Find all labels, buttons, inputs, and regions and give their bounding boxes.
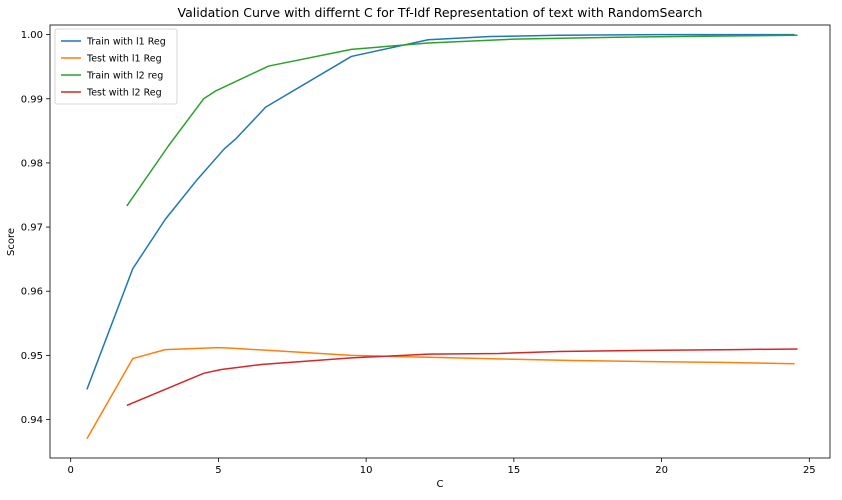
legend-label-1: Train with l1 Reg xyxy=(86,37,166,48)
legend-label-2: Test with l1 Reg xyxy=(86,54,162,65)
y-axis-label: Score xyxy=(6,228,17,256)
x-tick-label: 20 xyxy=(655,465,668,476)
chart-title: Validation Curve with differnt C for Tf-… xyxy=(178,5,703,20)
legend: Train with l1 Reg Test with l1 Reg Train w… xyxy=(54,28,178,105)
y-tick-label: 0.94 xyxy=(21,415,43,426)
series-line-4 xyxy=(126,348,798,407)
legend-box xyxy=(54,28,178,105)
x-tick-label: 25 xyxy=(803,465,816,476)
x-tick-label: 5 xyxy=(215,465,221,476)
y-tick-label: 0.98 xyxy=(21,158,43,169)
y-tick-label: 0.96 xyxy=(21,287,43,298)
y-tick-label: 0.95 xyxy=(21,351,43,362)
x-tick-label: 0 xyxy=(67,465,73,476)
legend-label-3: Train with l2 reg xyxy=(86,71,163,82)
plot-area: 0 5 10 15 20 25 0.94 0.95 0.96 0.97 0.98 0.99 1.00 xyxy=(21,24,831,476)
y-tick-label: 0.99 xyxy=(21,94,43,105)
x-axis-label: C xyxy=(437,479,444,490)
series-line-1 xyxy=(86,33,795,390)
series-line-2 xyxy=(86,346,795,440)
y-tick-label: 1.00 xyxy=(21,30,43,41)
y-tick-label: 0.97 xyxy=(21,223,43,234)
plot-frame xyxy=(49,24,831,459)
legend-label-4: Test with l2 Reg xyxy=(86,88,162,99)
x-tick-label: 10 xyxy=(360,465,373,476)
series-line-3 xyxy=(126,34,798,207)
x-tick-label: 15 xyxy=(507,465,520,476)
